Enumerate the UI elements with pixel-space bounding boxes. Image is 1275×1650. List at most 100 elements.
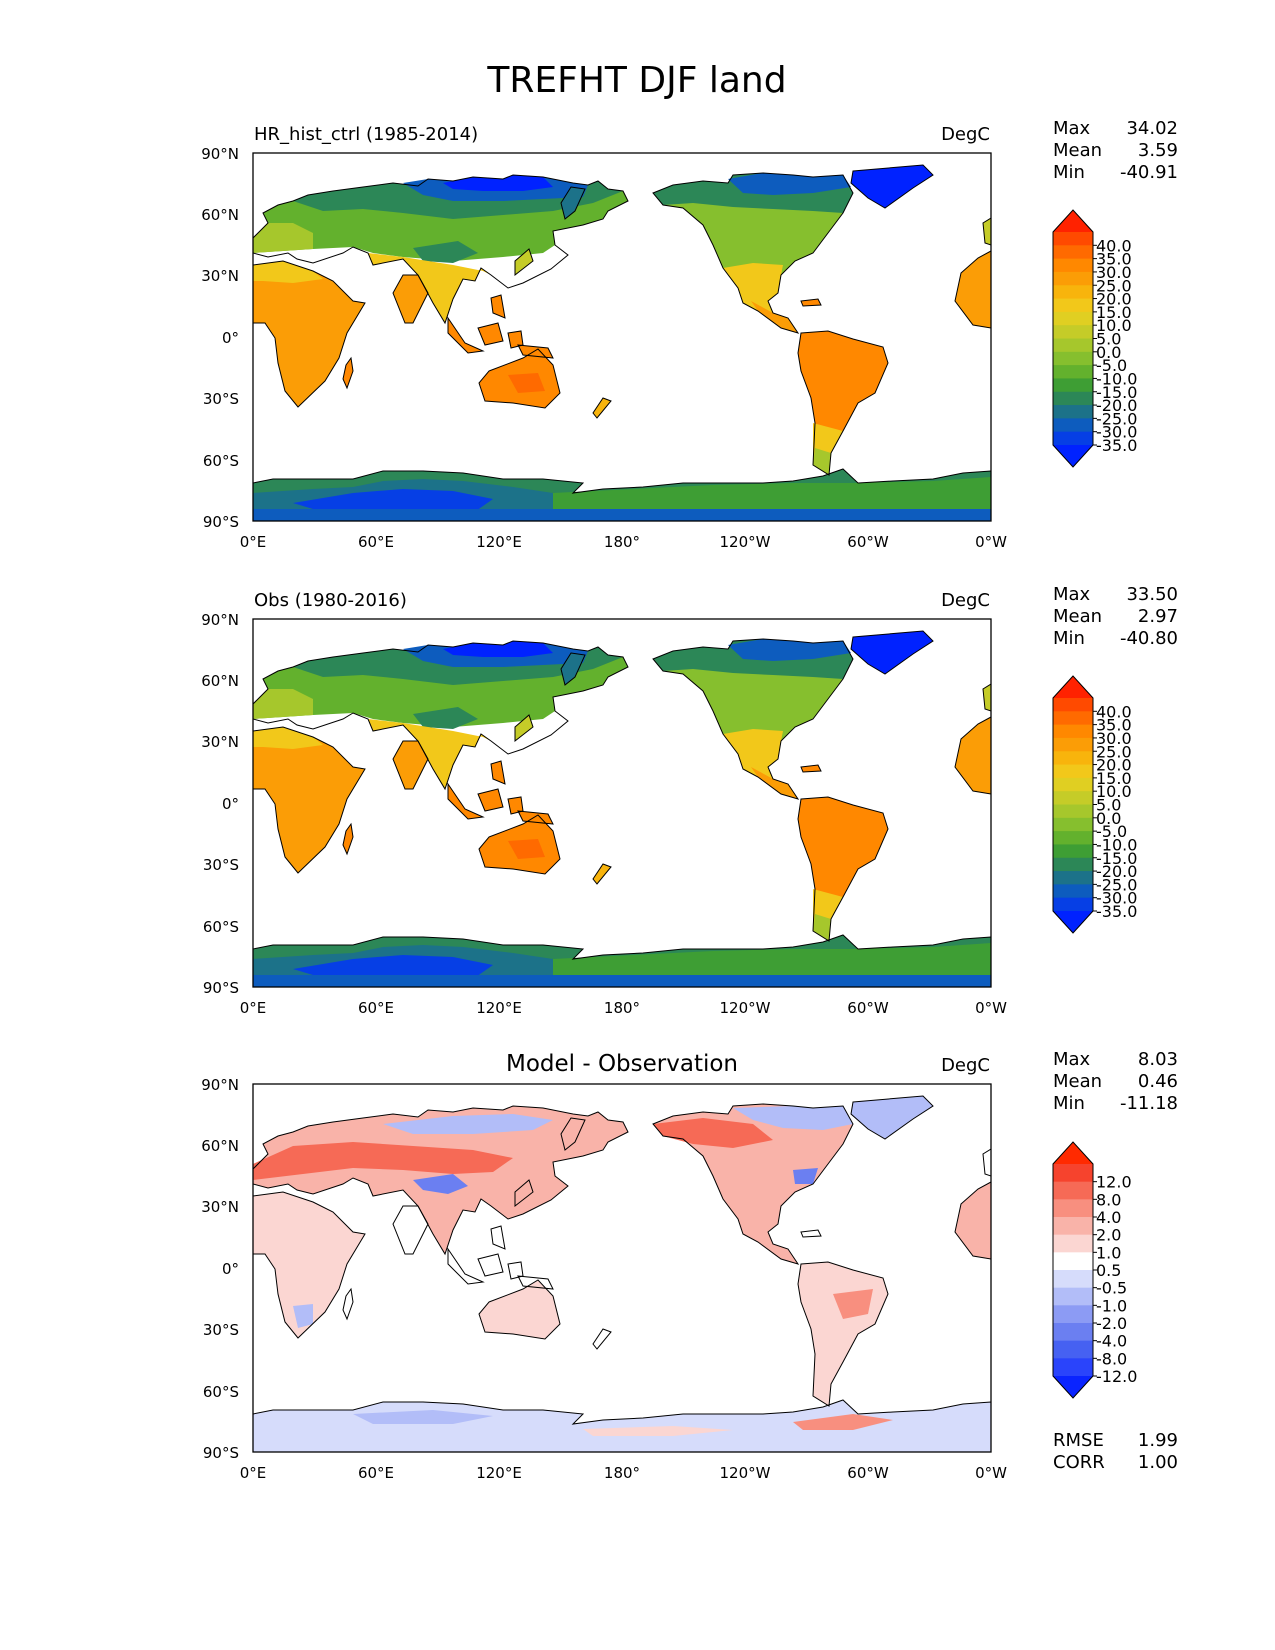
lon-axis: 0°E 60°E 120°E 180° 120°W 60°W 0°W xyxy=(240,999,1007,1017)
colorbar-segment xyxy=(1053,325,1093,339)
colorbar-tick-label: -35.0 xyxy=(1096,902,1137,921)
lat-tick-label: 0° xyxy=(222,795,239,813)
colorbar-segment xyxy=(1053,298,1093,313)
stats-box: Max 8.03 Mean 0.46 Min -11.18 xyxy=(1053,1049,1178,1114)
lat-tick-label: 30°N xyxy=(201,1198,239,1216)
lon-tick-label: 0°E xyxy=(240,999,267,1017)
colorbar-segment xyxy=(1053,737,1093,752)
colorbar-segment xyxy=(1053,245,1093,260)
colorbar-tick-label: 15.0 xyxy=(1096,769,1132,788)
colorbar-tick-label: 35.0 xyxy=(1096,250,1132,269)
colorbar-segment xyxy=(1053,338,1093,353)
stat-value: 3.59 xyxy=(1138,140,1178,161)
stat-label: Min xyxy=(1053,162,1085,183)
stat-value: 0.46 xyxy=(1138,1071,1178,1092)
colorbar-segment xyxy=(1053,804,1093,819)
colorbar-segment xyxy=(1053,897,1093,912)
lon-tick-label: 60°W xyxy=(847,1464,889,1482)
lat-tick-label: 60°N xyxy=(201,206,239,224)
colorbar-tick-label: 35.0 xyxy=(1096,716,1132,735)
colorbar-tick-label: -25.0 xyxy=(1096,409,1137,428)
colorbar-tick-label: -15.0 xyxy=(1096,383,1137,402)
stat-value: 1.99 xyxy=(1138,1430,1178,1451)
lat-tick-label: 60°S xyxy=(203,918,239,936)
lat-tick-label: 90°N xyxy=(201,611,239,629)
lat-tick-label: 60°N xyxy=(201,1137,239,1155)
lat-tick-label: 60°S xyxy=(203,1383,239,1401)
panel-center-title: Model - Observation xyxy=(506,1051,738,1077)
lat-tick-label: 90°N xyxy=(201,145,239,163)
colorbar-tick-label: 25.0 xyxy=(1096,276,1132,295)
lat-tick-label: 30°S xyxy=(203,1321,239,1339)
colorbar-segment xyxy=(1053,1234,1093,1253)
colorbar-tick-label: -1.0 xyxy=(1096,1296,1127,1315)
colorbar-tick-label: 10.0 xyxy=(1096,782,1132,801)
colorbar-extend-max xyxy=(1053,676,1093,698)
colorbar-tick-label: 1.0 xyxy=(1096,1243,1121,1262)
panel-units: DegC xyxy=(941,124,990,145)
colorbar-segment xyxy=(1053,1287,1093,1306)
lat-tick-label: 30°S xyxy=(203,856,239,874)
colorbar-extend-min xyxy=(1053,445,1093,467)
colorbar-segment xyxy=(1053,884,1093,899)
lon-tick-label: 120°E xyxy=(476,1464,522,1482)
lon-axis: 0°E 60°E 120°E 180° 120°W 60°W 0°W xyxy=(240,1464,1007,1482)
colorbar-segment xyxy=(1053,1270,1093,1289)
panel-model: HR_hist_ctrl (1985-2014) DegC 90°N 60°N … xyxy=(201,118,1178,551)
colorbar-tick-label: 4.0 xyxy=(1096,1208,1121,1227)
stat-label: Mean xyxy=(1053,1071,1102,1092)
panel-units: DegC xyxy=(941,590,990,611)
lat-tick-label: 30°N xyxy=(201,733,239,751)
colorbar-segment xyxy=(1053,365,1093,379)
stat-value: 1.00 xyxy=(1138,1452,1178,1473)
colorbar-tick-label: 15.0 xyxy=(1096,303,1132,322)
colorbar-extend-max xyxy=(1053,210,1093,232)
colorbar-tick-label: -20.0 xyxy=(1096,396,1137,415)
map-area xyxy=(252,152,992,522)
lon-tick-label: 120°W xyxy=(720,1464,771,1482)
colorbar-tick-label: 2.0 xyxy=(1096,1226,1121,1245)
lon-tick-label: 0°W xyxy=(975,999,1007,1017)
colorbar-segment xyxy=(1053,1305,1093,1324)
colorbar-tick-label: 0.0 xyxy=(1096,809,1121,828)
colorbar-segment xyxy=(1053,1252,1093,1271)
lon-tick-label: 120°E xyxy=(476,999,522,1017)
colorbar-tick-label: 40.0 xyxy=(1096,702,1132,721)
lat-tick-label: 0° xyxy=(222,1260,239,1278)
colorbar-segment xyxy=(1053,724,1093,739)
colorbar-tick-label: -35.0 xyxy=(1096,436,1137,455)
colorbar-tick-label: 20.0 xyxy=(1096,756,1132,775)
lon-tick-label: 60°W xyxy=(847,999,889,1017)
colorbar-tick-label: 25.0 xyxy=(1096,742,1132,761)
colorbar-tick-label: 10.0 xyxy=(1096,316,1132,335)
colorbar-segment xyxy=(1053,1164,1093,1183)
colorbar-tick-label: -25.0 xyxy=(1096,875,1137,894)
lat-axis: 90°N 60°N 30°N 0° 30°S 60°S 90°S xyxy=(201,145,239,531)
colorbar-segment xyxy=(1053,431,1093,446)
colorbar-tick-label: 30.0 xyxy=(1096,263,1132,282)
colorbar-tick-label: 0.0 xyxy=(1096,343,1121,362)
map-area xyxy=(252,1083,992,1453)
stat-label: Mean xyxy=(1053,140,1102,161)
panel-units: DegC xyxy=(941,1055,990,1076)
colorbar-tick-label: -10.0 xyxy=(1096,835,1137,854)
lon-tick-label: 60°W xyxy=(847,533,889,551)
stat-value: -40.80 xyxy=(1120,628,1178,649)
colorbar-tick-label: 5.0 xyxy=(1096,796,1121,815)
panel-difference: Model - Observation DegC 90°N 60°N 30°N … xyxy=(201,1049,1178,1482)
colorbar-tick-label: -12.0 xyxy=(1096,1367,1137,1386)
colorbar-segment xyxy=(1053,311,1093,326)
stat-value: 34.02 xyxy=(1126,118,1178,139)
lon-tick-label: 120°E xyxy=(476,533,522,551)
colorbar-segment xyxy=(1053,1340,1093,1359)
stats-box: Max 34.02 Mean 3.59 Min -40.91 xyxy=(1053,118,1178,183)
stat-value: 2.97 xyxy=(1138,606,1178,627)
map-area xyxy=(252,618,992,988)
colorbar-segment xyxy=(1053,258,1093,273)
lon-axis: 0°E 60°E 120°E 180° 120°W 60°W 0°W xyxy=(240,533,1007,551)
lon-tick-label: 60°E xyxy=(358,999,394,1017)
colorbar-tick-label: -30.0 xyxy=(1096,889,1137,908)
colorbar-tick-label: -8.0 xyxy=(1096,1349,1127,1368)
colorbar-extend-max xyxy=(1053,1142,1093,1164)
